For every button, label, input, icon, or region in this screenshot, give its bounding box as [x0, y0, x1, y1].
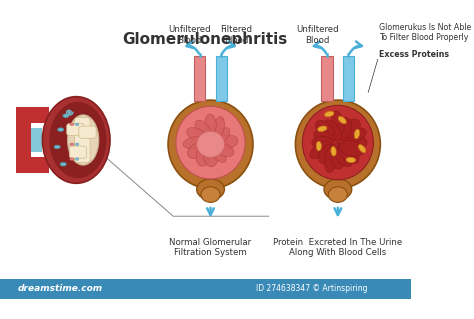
Ellipse shape [343, 135, 367, 150]
FancyBboxPatch shape [74, 117, 90, 162]
Ellipse shape [324, 120, 342, 141]
Ellipse shape [314, 130, 335, 144]
FancyBboxPatch shape [69, 146, 87, 158]
Ellipse shape [168, 100, 253, 189]
Ellipse shape [183, 137, 207, 149]
Ellipse shape [205, 114, 216, 135]
Ellipse shape [310, 141, 331, 159]
Ellipse shape [316, 141, 321, 151]
Ellipse shape [203, 147, 218, 167]
Ellipse shape [331, 147, 345, 169]
Bar [0, 279, 410, 299]
Ellipse shape [346, 157, 356, 162]
Bar [16, 107, 31, 173]
Ellipse shape [60, 162, 66, 166]
Text: Filtered
Blood: Filtered Blood [220, 25, 253, 45]
Ellipse shape [338, 143, 359, 164]
FancyBboxPatch shape [67, 123, 84, 136]
Text: Glomerulonephritis: Glomerulonephritis [123, 32, 288, 47]
Ellipse shape [295, 100, 380, 189]
Text: Protein  Excreted In The Urine
Along With Blood Cells: Protein Excreted In The Urine Along With… [273, 238, 402, 257]
Ellipse shape [43, 97, 110, 183]
Ellipse shape [324, 179, 352, 200]
Text: dreamstime.com: dreamstime.com [18, 285, 103, 293]
Bar [16, 157, 48, 173]
Ellipse shape [197, 131, 224, 157]
Bar [31, 128, 42, 152]
Ellipse shape [213, 116, 224, 140]
Ellipse shape [318, 126, 327, 131]
Ellipse shape [70, 123, 74, 126]
Ellipse shape [338, 116, 346, 124]
Ellipse shape [208, 145, 226, 162]
Ellipse shape [70, 143, 74, 145]
Ellipse shape [335, 117, 352, 141]
Ellipse shape [354, 129, 360, 139]
Ellipse shape [75, 123, 79, 126]
Bar [194, 56, 205, 101]
Bar [343, 56, 355, 101]
Ellipse shape [343, 128, 366, 143]
Ellipse shape [358, 145, 366, 153]
Ellipse shape [319, 145, 335, 163]
Ellipse shape [328, 187, 347, 202]
Text: Excess Proteins: Excess Proteins [380, 50, 449, 59]
Ellipse shape [344, 119, 360, 138]
Ellipse shape [315, 120, 334, 139]
Ellipse shape [302, 105, 374, 180]
Ellipse shape [201, 187, 220, 202]
Ellipse shape [333, 143, 353, 167]
Ellipse shape [75, 143, 79, 145]
Ellipse shape [196, 141, 212, 166]
Text: ID 274638347 © Artinspiring: ID 274638347 © Artinspiring [256, 285, 368, 293]
Ellipse shape [187, 143, 205, 159]
Ellipse shape [197, 179, 224, 200]
Text: Glomerukus Is Not Able
To Filter Blood Properly: Glomerukus Is Not Able To Filter Blood P… [380, 23, 472, 42]
Ellipse shape [54, 145, 60, 149]
Ellipse shape [325, 111, 334, 117]
Ellipse shape [70, 158, 74, 160]
Text: Unfiltered
Blood: Unfiltered Blood [296, 25, 338, 45]
Ellipse shape [312, 137, 333, 149]
Ellipse shape [331, 146, 336, 156]
Text: Unfiltered
Blood: Unfiltered Blood [168, 25, 211, 45]
Ellipse shape [58, 128, 64, 131]
Bar [16, 107, 48, 123]
Ellipse shape [213, 135, 238, 150]
FancyBboxPatch shape [79, 126, 96, 138]
Ellipse shape [214, 128, 230, 144]
Bar [321, 56, 333, 101]
Ellipse shape [325, 146, 337, 173]
Ellipse shape [332, 111, 344, 135]
Ellipse shape [68, 115, 99, 165]
Ellipse shape [195, 120, 212, 140]
Ellipse shape [339, 140, 364, 156]
Ellipse shape [176, 106, 245, 179]
Ellipse shape [187, 128, 206, 141]
Ellipse shape [63, 114, 69, 117]
Ellipse shape [75, 158, 79, 160]
Bar [216, 56, 227, 101]
Ellipse shape [49, 102, 107, 178]
Text: Normal Glomerular
Filtration System: Normal Glomerular Filtration System [170, 238, 252, 257]
Ellipse shape [211, 143, 234, 157]
